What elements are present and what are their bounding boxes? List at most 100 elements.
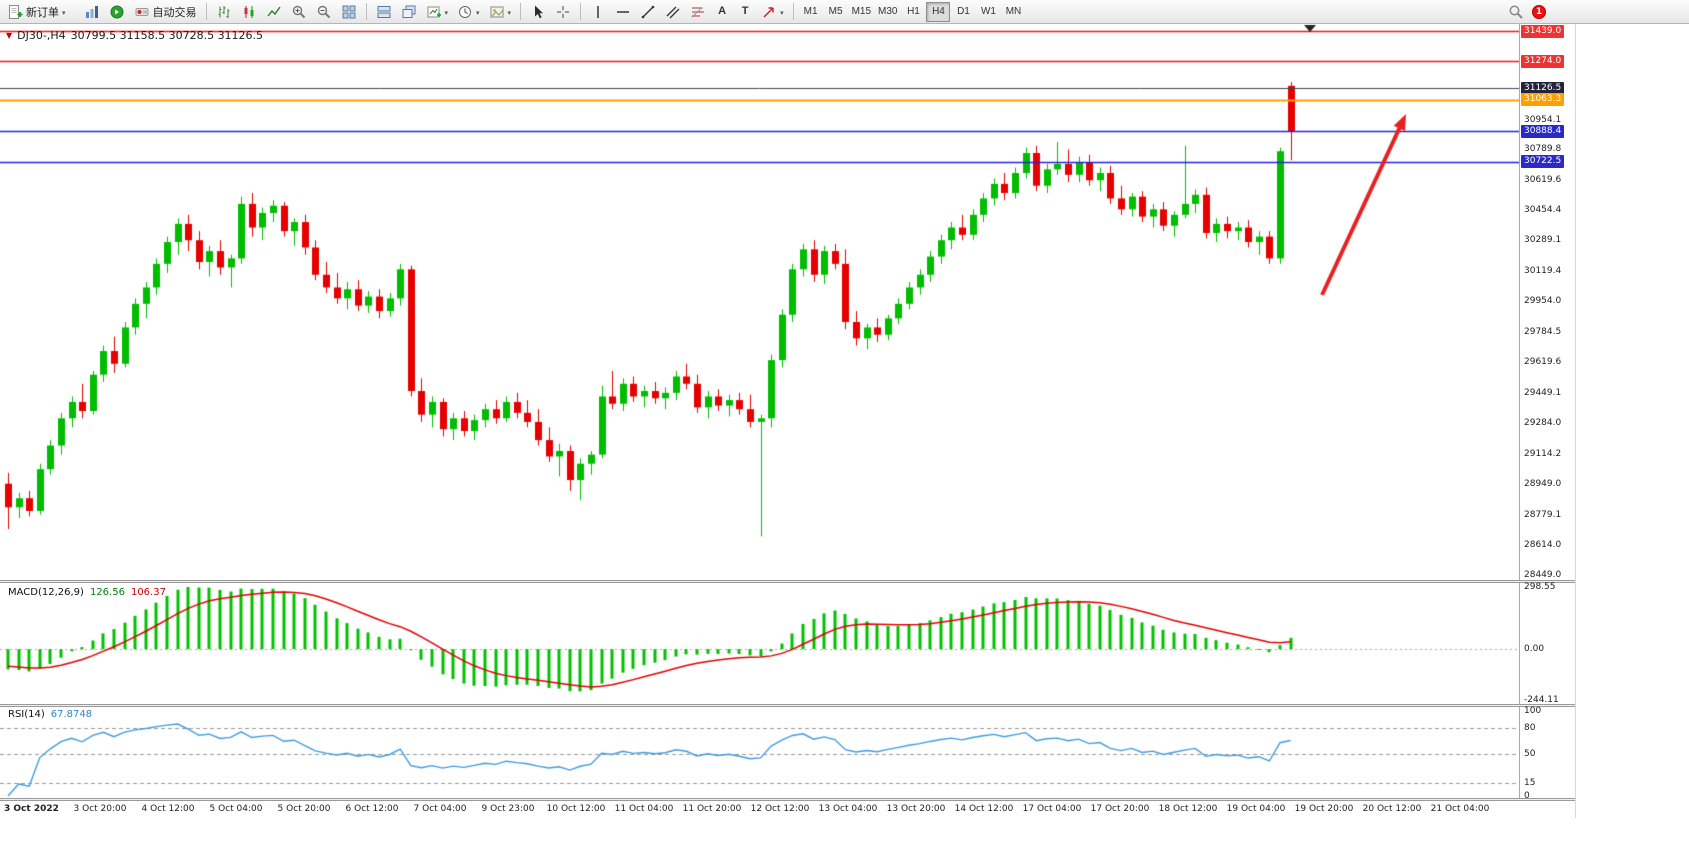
time-axis-label: 17 Oct 20:00 — [1090, 804, 1150, 814]
macd-signal-value: 106.37 — [130, 587, 166, 598]
timeframe-h1-button[interactable]: H1 — [901, 2, 925, 22]
axis-scale-label: 29284.0 — [1524, 418, 1562, 428]
axis-scale-label: 29449.1 — [1524, 388, 1562, 398]
price-level-label: 31126.5 — [1521, 81, 1565, 95]
time-axis-label: 19 Oct 04:00 — [1226, 804, 1286, 814]
axis-scale-label: 30954.1 — [1524, 114, 1562, 125]
crosshair-icon — [555, 4, 571, 20]
time-axis-label: 6 Oct 12:00 — [345, 804, 399, 814]
timeframe-h4-button[interactable]: H4 — [926, 1, 951, 22]
timeframe-m5-button[interactable]: M5 — [824, 2, 848, 22]
trendline-icon — [640, 4, 656, 20]
templates-button[interactable] — [485, 2, 516, 22]
panel-separator[interactable] — [0, 798, 1575, 801]
price-level-label: 31439.0 — [1521, 24, 1565, 38]
template-icon — [489, 4, 505, 20]
ohlc-bars-icon — [216, 4, 232, 20]
auto-trading-button[interactable]: 自动交易 — [130, 2, 201, 22]
price-axis[interactable]: 30954.1 30789.8 30619.6 30454.4 30289.1 30119… — [1519, 24, 1575, 801]
arrows-tool-button[interactable] — [757, 2, 788, 22]
time-axis-label: 21 Oct 04:00 — [1430, 804, 1490, 814]
arrange-windows-icon — [376, 4, 392, 20]
timeframe-m15-button[interactable]: M15 — [849, 2, 874, 22]
candlestick-chart-type-button[interactable] — [237, 2, 261, 22]
axis-scale-label: 100 — [1524, 706, 1542, 716]
green-circle-icon — [109, 4, 125, 20]
fibonacci-icon — [690, 4, 706, 20]
search-button[interactable] — [1504, 2, 1528, 22]
time-axis-label: 19 Oct 20:00 — [1294, 804, 1354, 814]
time-axis-label: 13 Oct 20:00 — [886, 804, 946, 814]
cursor-button[interactable] — [526, 2, 550, 22]
bars-chart-type-button[interactable] — [212, 2, 236, 22]
time-axis-label: 13 Oct 04:00 — [818, 804, 878, 814]
text-tool-button[interactable]: A — [711, 2, 733, 22]
label-tool-button[interactable]: T — [734, 2, 756, 22]
axis-scale-label: 29114.2 — [1524, 448, 1562, 459]
new-chart-button[interactable] — [422, 2, 453, 22]
time-axis-label: 17 Oct 04:00 — [1022, 804, 1082, 814]
time-axis-label: 5 Oct 20:00 — [277, 804, 331, 814]
timeframe-mn-button[interactable]: MN — [1001, 2, 1025, 22]
timeframe-d1-button[interactable]: D1 — [951, 2, 975, 22]
periods-button[interactable] — [453, 2, 484, 22]
timeframe-m1-button[interactable]: M1 — [799, 2, 823, 22]
zoom-out-button[interactable] — [312, 2, 336, 22]
arrange-horizontal-button[interactable] — [372, 2, 396, 22]
fibonacci-tool-button[interactable] — [686, 2, 710, 22]
axis-scale-label: 29784.5 — [1524, 327, 1562, 338]
caret-down-icon — [780, 6, 784, 18]
toolbar-separator — [520, 3, 522, 20]
new-order-button[interactable]: 新订单 — [3, 2, 70, 22]
text-tool-icon: A — [718, 5, 727, 17]
new-order-label: 新订单 — [26, 6, 59, 19]
time-axis-label: 10 Oct 12:00 — [546, 804, 606, 814]
timeframe-m30-button[interactable]: M30 — [875, 2, 900, 22]
chart-symbol-title: ▼ DJ30-,H4 30799.5 31158.5 30728.5 31126… — [6, 29, 263, 42]
chart-profiles-button[interactable] — [80, 2, 104, 22]
axis-scale-label: 28779.1 — [1524, 509, 1562, 520]
panel-separator[interactable] — [0, 704, 1575, 707]
rsi-label: RSI(14) 67.8748 — [8, 709, 92, 720]
macd-label: MACD(12,26,9) 126.56 106.37 — [8, 587, 166, 598]
channel-tool-button[interactable] — [661, 2, 685, 22]
cascade-windows-button[interactable] — [397, 2, 421, 22]
axis-scale-label: 30789.8 — [1524, 144, 1562, 155]
crosshair-button[interactable] — [551, 2, 575, 22]
axis-scale-label: -244.11 — [1524, 695, 1559, 705]
price-level-label: 30722.5 — [1521, 155, 1565, 169]
axis-scale-label: 30119.4 — [1524, 266, 1562, 277]
axis-scale-label: 298.55 — [1524, 582, 1556, 592]
panel-separator[interactable] — [0, 580, 1575, 583]
axis-scale-label: 28949.0 — [1524, 478, 1562, 489]
axis-scale-label: 29954.0 — [1524, 296, 1562, 307]
trendline-tool-button[interactable] — [636, 2, 660, 22]
caret-down-icon — [62, 6, 66, 18]
time-axis[interactable]: 3 Oct 2022 3 Oct 20:00 4 Oct 12:00 5 Oct 04… — [0, 801, 1519, 818]
candlestick-icon — [241, 4, 257, 20]
tile-windows-button[interactable] — [337, 2, 361, 22]
notifications-badge[interactable]: 1 — [1532, 4, 1546, 19]
time-axis-label: 12 Oct 12:00 — [750, 804, 810, 814]
chart-canvas[interactable] — [0, 24, 1519, 801]
line-chart-type-button[interactable] — [262, 2, 286, 22]
macd-name: MACD(12,26,9) — [8, 587, 84, 598]
time-axis-label: 3 Oct 2022 — [4, 804, 59, 814]
axis-scale-label: 80 — [1524, 723, 1536, 733]
time-axis-label: 11 Oct 04:00 — [614, 804, 674, 814]
axis-scale-label: 0 — [1524, 791, 1530, 801]
price-axis-divider — [1519, 24, 1520, 801]
timeframe-w1-button[interactable]: W1 — [976, 2, 1000, 22]
time-axis-label: 11 Oct 20:00 — [682, 804, 742, 814]
notification-count: 1 — [1535, 6, 1543, 17]
axis-scale-label: 0.00 — [1524, 644, 1545, 655]
timeframe-group: M1 M5 M15 M30 H1 H4 D1 W1 MN — [799, 1, 1026, 22]
horizontal-line-tool-button[interactable] — [611, 2, 635, 22]
zoom-in-button[interactable] — [287, 2, 311, 22]
community-button[interactable] — [105, 2, 129, 22]
main-toolbar: 新订单 自动交易 — [0, 0, 1689, 24]
vertical-line-tool-button[interactable] — [586, 2, 610, 22]
time-axis-label: 3 Oct 20:00 — [73, 804, 127, 814]
time-axis-label: 4 Oct 12:00 — [141, 804, 195, 814]
toolbar-right: 1 — [1504, 2, 1686, 22]
